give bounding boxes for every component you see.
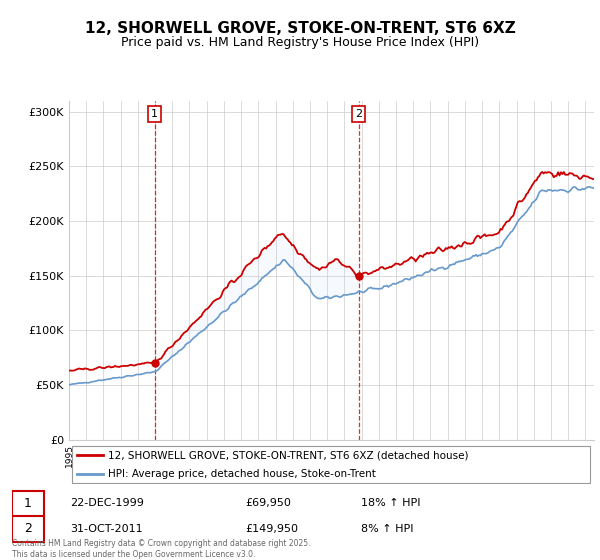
FancyBboxPatch shape [71, 446, 590, 483]
Text: Price paid vs. HM Land Registry's House Price Index (HPI): Price paid vs. HM Land Registry's House … [121, 36, 479, 49]
FancyBboxPatch shape [12, 491, 44, 516]
Text: 22-DEC-1999: 22-DEC-1999 [70, 498, 144, 508]
Text: 2: 2 [24, 522, 32, 535]
FancyBboxPatch shape [12, 516, 44, 542]
Text: 31-OCT-2011: 31-OCT-2011 [70, 524, 143, 534]
Text: 18% ↑ HPI: 18% ↑ HPI [361, 498, 421, 508]
Text: 1: 1 [151, 109, 158, 119]
Text: 12, SHORWELL GROVE, STOKE-ON-TRENT, ST6 6XZ: 12, SHORWELL GROVE, STOKE-ON-TRENT, ST6 … [85, 21, 515, 36]
Text: 2: 2 [355, 109, 362, 119]
Text: 8% ↑ HPI: 8% ↑ HPI [361, 524, 414, 534]
Text: HPI: Average price, detached house, Stoke-on-Trent: HPI: Average price, detached house, Stok… [109, 469, 376, 479]
Text: £69,950: £69,950 [245, 498, 290, 508]
Text: 12, SHORWELL GROVE, STOKE-ON-TRENT, ST6 6XZ (detached house): 12, SHORWELL GROVE, STOKE-ON-TRENT, ST6 … [109, 450, 469, 460]
Text: £149,950: £149,950 [245, 524, 298, 534]
Text: 1: 1 [24, 497, 32, 510]
Text: Contains HM Land Registry data © Crown copyright and database right 2025.
This d: Contains HM Land Registry data © Crown c… [12, 539, 311, 559]
